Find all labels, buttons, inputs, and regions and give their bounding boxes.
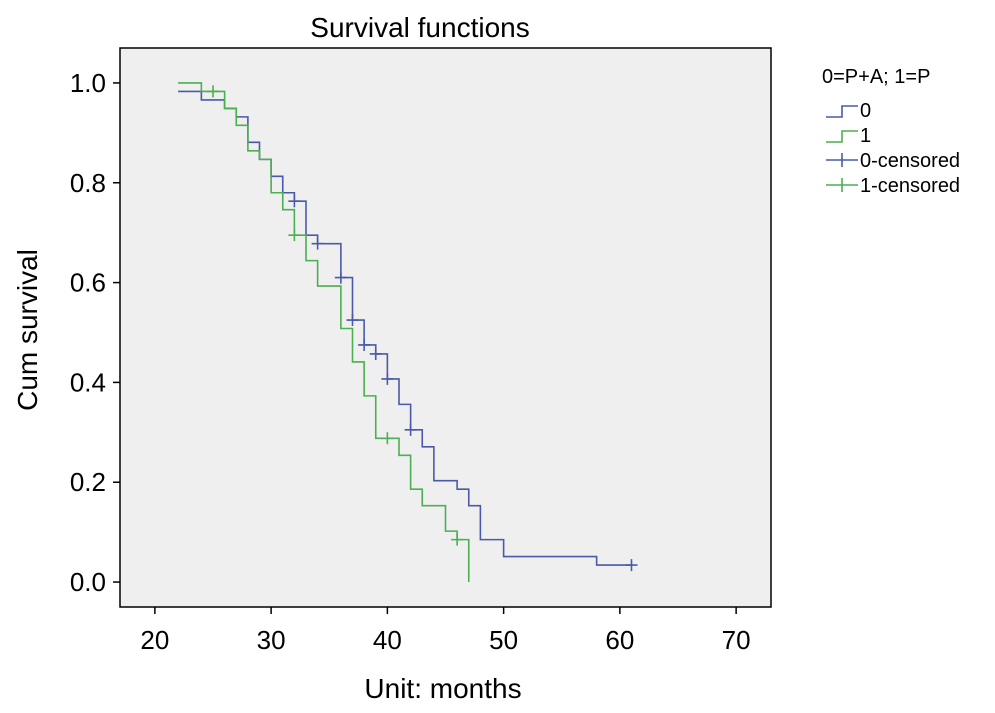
series-layer xyxy=(178,82,638,583)
censor-mark-0 xyxy=(381,372,394,385)
censor-mark-0 xyxy=(334,271,347,284)
censor-mark-1 xyxy=(288,229,301,242)
y-tick-label: 0.6 xyxy=(70,268,106,298)
legend-label: 0-censored xyxy=(860,150,960,172)
x-tick-label: 70 xyxy=(722,625,751,655)
censor-mark-0 xyxy=(369,347,382,360)
legend-label: 1 xyxy=(860,125,871,147)
legend-swatch-0 xyxy=(826,105,858,118)
x-tick-label: 30 xyxy=(257,625,286,655)
censor-mark-0 xyxy=(288,195,301,208)
x-tick-label: 50 xyxy=(489,625,518,655)
x-tick-label: 60 xyxy=(605,625,634,655)
y-tick-label: 0.4 xyxy=(70,367,106,397)
y-axis-title: Cum survival xyxy=(12,249,43,411)
x-tick-label: 40 xyxy=(373,625,402,655)
legend-title: 0=P+A; 1=P xyxy=(822,66,930,88)
censor-mark-0 xyxy=(625,559,638,572)
x-axis-title: Unit: months xyxy=(364,673,521,704)
x-tick-label: 20 xyxy=(140,625,169,655)
censor-mark-0 xyxy=(358,338,371,351)
censor-mark-0 xyxy=(311,237,324,250)
censor-mark-1 xyxy=(451,533,464,546)
legend-swatch-1-censored xyxy=(826,178,858,192)
censor-mark-1 xyxy=(381,432,394,445)
legend-label: 1-censored xyxy=(860,175,960,197)
chart-title: Survival functions xyxy=(310,12,529,43)
x-axis: 20 30 40 50 60 70 xyxy=(140,607,751,655)
y-axis: 0.0 0.2 0.4 0.6 0.8 1.0 xyxy=(70,68,120,597)
y-tick-label: 0.0 xyxy=(70,567,106,597)
legend-label: 0 xyxy=(860,100,871,122)
censor-mark-1 xyxy=(207,85,219,98)
censor-mark-0 xyxy=(346,314,359,327)
legend-swatch-1 xyxy=(826,130,858,143)
series-line-1 xyxy=(178,82,470,583)
legend-swatch-0-censored xyxy=(826,153,858,167)
censor-mark-0 xyxy=(404,423,417,436)
y-tick-label: 0.8 xyxy=(70,168,106,198)
y-tick-label: 1.0 xyxy=(70,68,106,98)
y-tick-label: 0.2 xyxy=(70,467,106,497)
legend: 0=P+A; 1=P 0 1 0-censored 1-censored xyxy=(822,66,960,197)
